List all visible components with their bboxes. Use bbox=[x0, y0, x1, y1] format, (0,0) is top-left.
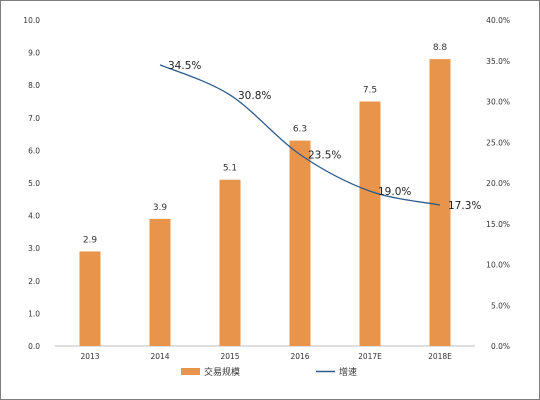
y2-tick-label: 30.0% bbox=[486, 98, 510, 107]
y-tick-label: 10.0 bbox=[23, 16, 40, 25]
bar bbox=[429, 59, 451, 347]
line-series: 34.5% 30.8% 23.5% 19.0% 17.3% bbox=[159, 60, 481, 212]
bar-value-label: 3.9 bbox=[153, 203, 168, 213]
y-tick-label: 1.0 bbox=[28, 309, 40, 318]
x-tick-label: 2017E bbox=[358, 352, 382, 361]
y-tick-label: 9.0 bbox=[28, 49, 40, 58]
bar bbox=[289, 140, 311, 346]
y2-tick-label: 5.0% bbox=[491, 301, 510, 310]
bar-value-label: 6.3 bbox=[293, 125, 307, 135]
x-axis: 2013 2014 2015 2016 2017E 2018E bbox=[55, 345, 475, 361]
x-tick-label: 2016 bbox=[290, 352, 309, 361]
legend-swatch-bar bbox=[181, 368, 200, 375]
x-tick-label: 2014 bbox=[150, 352, 169, 361]
y2-tick-label: 20.0% bbox=[486, 179, 510, 188]
growth-line bbox=[159, 64, 441, 206]
right-y-axis: 0.0% 5.0% 10.0% 15.0% 20.0% 25.0% 30.0% 35.0% 40… bbox=[486, 16, 510, 351]
bar-value-label: 2.9 bbox=[83, 235, 98, 245]
y2-tick-label: 10.0% bbox=[486, 261, 510, 270]
line-value-label: 17.3% bbox=[448, 200, 481, 212]
bar-value-label: 8.8 bbox=[433, 43, 448, 53]
bar-value-label: 7.5 bbox=[363, 86, 377, 96]
y2-tick-label: 35.0% bbox=[486, 57, 510, 66]
y2-tick-label: 15.0% bbox=[486, 220, 510, 229]
x-tick-label: 2015 bbox=[220, 352, 239, 361]
bar bbox=[359, 101, 381, 346]
left-y-axis: 0.0 1.0 2.0 3.0 4.0 5.0 6.0 7.0 8.0 9.0 10.0 bbox=[23, 16, 40, 351]
y-tick-label: 7.0 bbox=[28, 114, 40, 123]
legend-label-line: 增速 bbox=[339, 366, 357, 378]
y-tick-label: 6.0 bbox=[28, 146, 40, 155]
y-tick-label: 8.0 bbox=[28, 81, 40, 90]
y-tick-label: 2.0 bbox=[28, 277, 40, 286]
y-tick-label: 3.0 bbox=[28, 244, 40, 253]
legend-label-bar: 交易规模 bbox=[204, 366, 240, 378]
y2-tick-label: 40.0% bbox=[486, 16, 510, 25]
line-value-label: 30.8% bbox=[238, 90, 271, 102]
bar bbox=[149, 218, 171, 346]
line-value-label: 34.5% bbox=[168, 60, 201, 72]
y-tick-label: 5.0 bbox=[28, 179, 40, 188]
line-value-label: 19.0% bbox=[378, 186, 411, 198]
bar-series: 2.9 3.9 5.1 6.3 7.5 8.8 bbox=[79, 43, 451, 347]
bar bbox=[79, 251, 101, 346]
line-value-label: 23.5% bbox=[308, 149, 341, 161]
bar-value-label: 5.1 bbox=[223, 164, 237, 174]
y-tick-label: 0.0 bbox=[28, 342, 40, 351]
y2-tick-label: 25.0% bbox=[486, 138, 510, 147]
y2-tick-label: 0.0% bbox=[491, 342, 510, 351]
y-tick-label: 4.0 bbox=[28, 212, 40, 221]
legend: 交易规模 增速 bbox=[181, 366, 357, 378]
x-tick-label: 2018E bbox=[428, 352, 452, 361]
x-tick-label: 2013 bbox=[80, 352, 99, 361]
bar bbox=[219, 179, 241, 346]
